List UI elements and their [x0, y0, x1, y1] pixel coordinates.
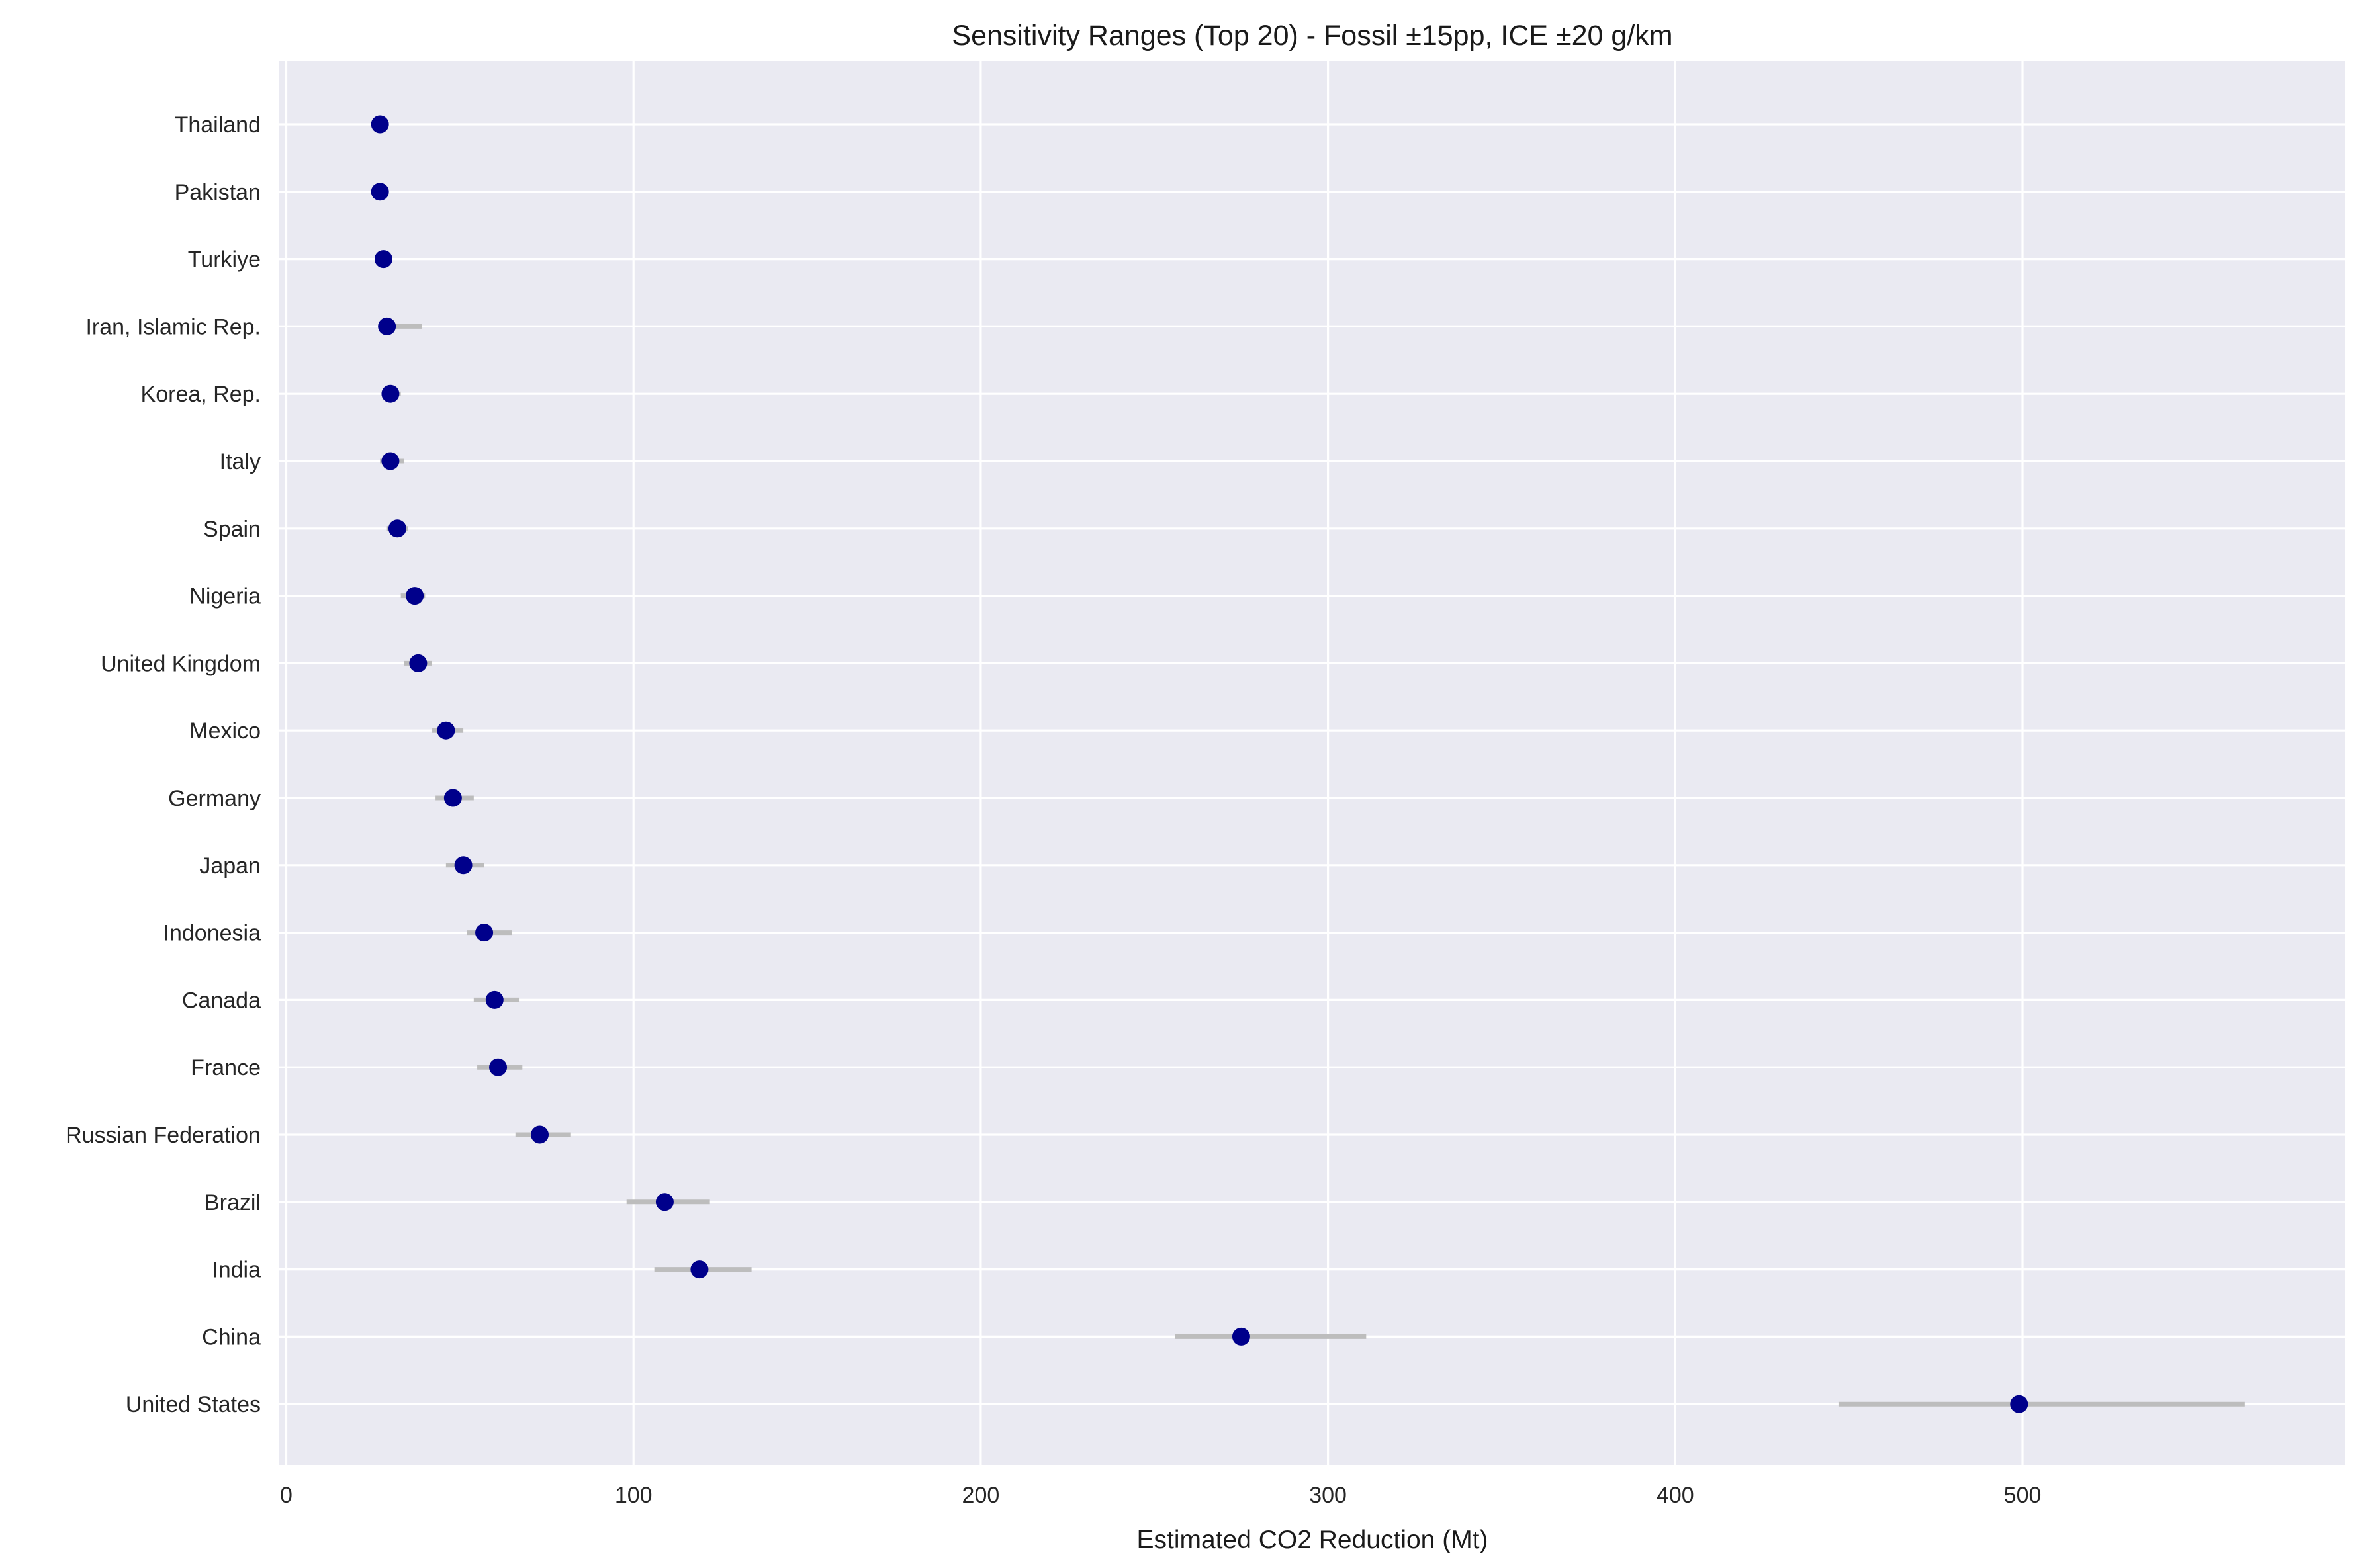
data-point [655, 1193, 674, 1211]
y-tick-label: Spain [203, 517, 261, 542]
y-tick-label: Italy [220, 449, 261, 474]
x-tick-label: 100 [615, 1483, 653, 1508]
data-point [381, 452, 400, 470]
y-tick-label: India [212, 1258, 261, 1283]
y-tick-label: Korea, Rep. [141, 382, 261, 407]
plot-area [279, 61, 2345, 1465]
data-point [690, 1260, 709, 1279]
data-point [489, 1058, 508, 1076]
y-tick-label: Russian Federation [66, 1123, 261, 1148]
x-axis-label: Estimated CO2 Reduction (Mt) [1136, 1526, 1488, 1554]
data-point [2010, 1395, 2028, 1413]
data-point [374, 250, 392, 269]
sensitivity-ranges [373, 122, 2245, 1407]
y-tick-label: Thailand [175, 112, 261, 138]
y-tick-label: Nigeria [189, 584, 261, 609]
y-tick-label: Indonesia [163, 921, 261, 946]
data-point [531, 1125, 549, 1144]
y-tick-label: United Kingdom [101, 651, 261, 676]
data-point [437, 721, 455, 740]
data-point [378, 317, 396, 335]
data-point [475, 924, 494, 942]
y-tick-label: Canada [182, 988, 261, 1013]
data-point [1232, 1327, 1250, 1346]
x-tick-labels: 0 100 200 300 400 500 [280, 1483, 2041, 1508]
y-tick-label: Turkiye [188, 247, 261, 273]
data-point [406, 587, 424, 605]
estimate-points [371, 115, 2028, 1413]
y-tick-label: Mexico [189, 719, 261, 744]
data-point [388, 519, 406, 538]
y-tick-labels: Thailand Pakistan Turkiye Iran, Islamic Rep… [66, 112, 261, 1417]
data-point [371, 115, 389, 134]
y-tick-label: France [191, 1055, 261, 1080]
y-tick-label: Brazil [204, 1190, 261, 1215]
x-tick-label: 0 [280, 1483, 293, 1508]
x-tick-label: 500 [2004, 1483, 2042, 1508]
data-point [409, 654, 428, 672]
y-tick-label: United States [126, 1392, 261, 1417]
x-tick-label: 400 [1657, 1483, 1694, 1508]
chart-title: Sensitivity Ranges (Top 20) - Fossil ±15… [952, 20, 1672, 52]
y-tick-label: Germany [168, 786, 261, 811]
x-tick-label: 300 [1309, 1483, 1347, 1508]
y-tick-label: China [202, 1325, 261, 1350]
y-tick-label: Japan [199, 853, 261, 879]
data-point [454, 856, 473, 875]
x-tick-label: 200 [962, 1483, 1000, 1508]
y-tick-label: Iran, Islamic Rep. [85, 314, 261, 339]
data-point [381, 384, 400, 403]
data-point [485, 990, 504, 1009]
data-point [443, 789, 462, 807]
data-point [371, 183, 389, 201]
y-tick-label: Pakistan [175, 180, 261, 205]
